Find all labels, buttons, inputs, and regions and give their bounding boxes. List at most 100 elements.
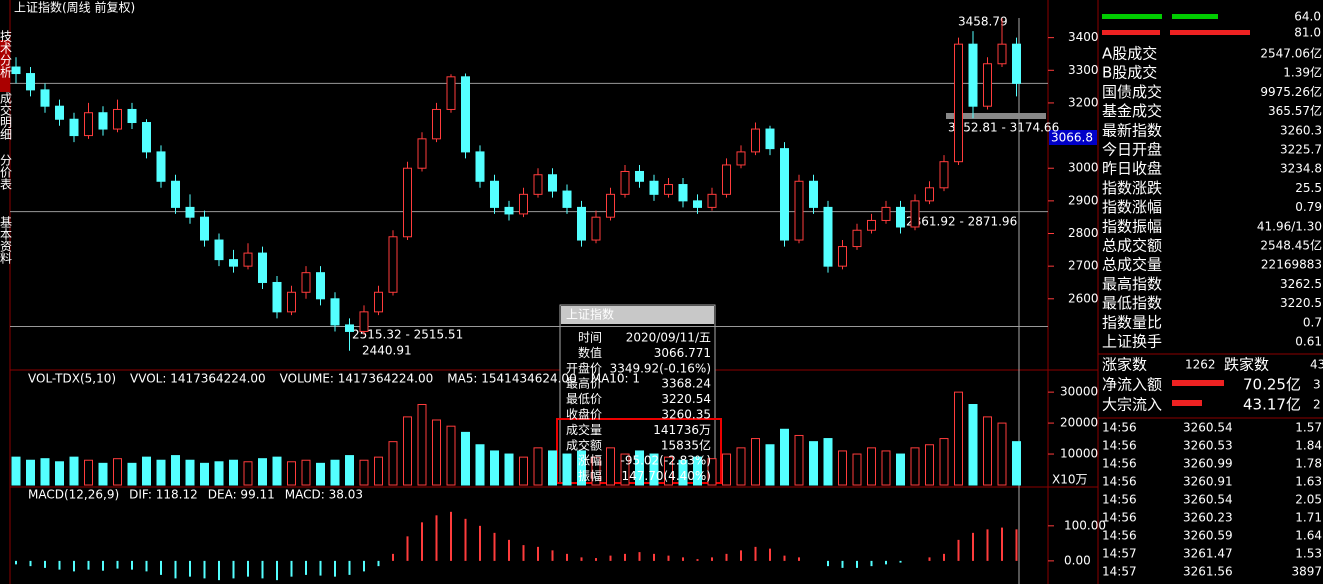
legend-text: DEA: 99.11 xyxy=(208,488,275,502)
volume-bar xyxy=(113,458,122,486)
volume-bar xyxy=(214,461,224,486)
tick-volume: 1.64 xyxy=(1295,529,1322,543)
tick-time: 14:56 xyxy=(1102,457,1137,471)
bar-value: 64.0 xyxy=(1294,10,1321,24)
legend-text: MA10: 1 xyxy=(591,372,640,386)
tick-price: 3260.53 xyxy=(1183,439,1233,453)
tick-price: 3260.54 xyxy=(1183,493,1233,507)
breadth-label: 跌家数 xyxy=(1224,356,1269,374)
volume-bar xyxy=(417,404,427,486)
volume-bar xyxy=(910,447,920,486)
candle-body xyxy=(185,206,195,218)
volume-bar xyxy=(852,453,862,486)
volume-bar xyxy=(577,450,586,486)
candle-body xyxy=(852,229,862,248)
popup-label: 最低价 xyxy=(566,392,602,406)
stat-label: 总成交量 xyxy=(1102,256,1162,274)
legend-text: MACD: 38.03 xyxy=(285,488,363,502)
tick-volume: 1.71 xyxy=(1295,511,1322,525)
volume-bar xyxy=(896,453,905,486)
candle-body xyxy=(316,272,325,300)
candle-body xyxy=(214,239,224,261)
volume-bar xyxy=(678,459,688,486)
volume-bar xyxy=(664,456,673,486)
y-tick-label: 3300 xyxy=(1068,63,1099,77)
volume-bar xyxy=(55,461,64,486)
current-price-box xyxy=(1049,130,1097,145)
volume-bar xyxy=(461,431,470,486)
y-tick-label: 0.00 xyxy=(1064,553,1091,567)
candle-body xyxy=(664,184,673,195)
tick-price: 3260.54 xyxy=(1183,421,1233,435)
volume-bar xyxy=(432,419,441,486)
volume-bar xyxy=(794,434,804,486)
candle-body xyxy=(519,193,528,215)
candle-body xyxy=(765,128,775,150)
volume-bar xyxy=(229,459,238,486)
popup-label: 最高价 xyxy=(566,376,602,391)
candle-body xyxy=(113,108,122,130)
y-tick-label: 3000 xyxy=(1068,161,1099,175)
legend-text: VVOL: 1417364224.00 xyxy=(130,372,266,386)
tab[interactable]: 技术分析 xyxy=(0,30,13,79)
stat-value: 41.96/1.30 xyxy=(1257,219,1322,233)
volume-bar xyxy=(388,441,398,486)
candle-body xyxy=(84,112,93,137)
stat-label: A股成交 xyxy=(1102,45,1157,63)
candle-body xyxy=(968,43,978,107)
active-tab[interactable] xyxy=(0,40,10,92)
legend-text: VOLUME: 1417364224.00 xyxy=(280,372,434,386)
tick-time: 14:56 xyxy=(1102,421,1137,435)
tab[interactable]: 基本资料 xyxy=(0,216,13,264)
candle-body xyxy=(200,216,209,241)
candle-body xyxy=(243,252,253,267)
candle-body xyxy=(432,108,441,140)
candle-body xyxy=(504,206,514,215)
stat-value: 22169883 xyxy=(1261,258,1322,272)
volume-bar xyxy=(736,447,746,486)
popup-label: 成交量 xyxy=(566,422,602,437)
volume-bar xyxy=(127,462,137,486)
candle-body xyxy=(171,180,180,208)
bar xyxy=(1172,380,1224,386)
popup-label: 数值 xyxy=(578,345,602,360)
candle-body xyxy=(55,105,64,120)
volume-bar xyxy=(272,456,282,486)
volume-bar xyxy=(722,453,731,486)
volume-bar xyxy=(925,444,934,486)
volume-bar xyxy=(11,456,21,486)
stat-label: 最低指数 xyxy=(1102,294,1162,312)
y-tick-label: 2700 xyxy=(1068,259,1099,273)
bar xyxy=(1170,30,1250,35)
candle-body xyxy=(1012,43,1021,84)
candle-body xyxy=(417,138,427,169)
flow-label: 净流入额 xyxy=(1102,376,1162,394)
popup-label: 收盘价 xyxy=(566,407,602,422)
stat-label: 昨日收盘 xyxy=(1102,160,1162,178)
stat-label: 基金成交 xyxy=(1102,102,1162,120)
flow-value: 70.25亿 xyxy=(1243,376,1301,394)
tab[interactable]: 分价表 xyxy=(0,154,13,190)
candle-body xyxy=(156,151,166,182)
volume-bar xyxy=(997,422,1007,486)
candle-body xyxy=(620,170,630,195)
breadth-label: 涨家数 xyxy=(1102,356,1147,374)
candle-body xyxy=(867,219,876,231)
stat-value: 2547.06亿 xyxy=(1260,46,1322,61)
tick-volume: 2.05 xyxy=(1295,493,1322,507)
candle-body xyxy=(591,216,601,241)
tab[interactable]: 成交明细 xyxy=(0,92,13,140)
volume-bar xyxy=(693,456,702,486)
volume-bar xyxy=(968,404,978,486)
tick-time: 14:56 xyxy=(1102,475,1137,489)
tick-time: 14:56 xyxy=(1102,493,1137,507)
candle-body xyxy=(403,167,412,238)
y-tick-label: 3400 xyxy=(1068,30,1099,44)
volume-bar xyxy=(316,462,325,486)
candle-body xyxy=(939,161,949,189)
volume-bar xyxy=(504,453,514,486)
current-price: 3066.8 xyxy=(1051,131,1093,145)
popup-value: 141736万 xyxy=(653,423,711,437)
y-tick-label: 3200 xyxy=(1068,95,1099,109)
popup-label: 时间 xyxy=(578,331,602,345)
